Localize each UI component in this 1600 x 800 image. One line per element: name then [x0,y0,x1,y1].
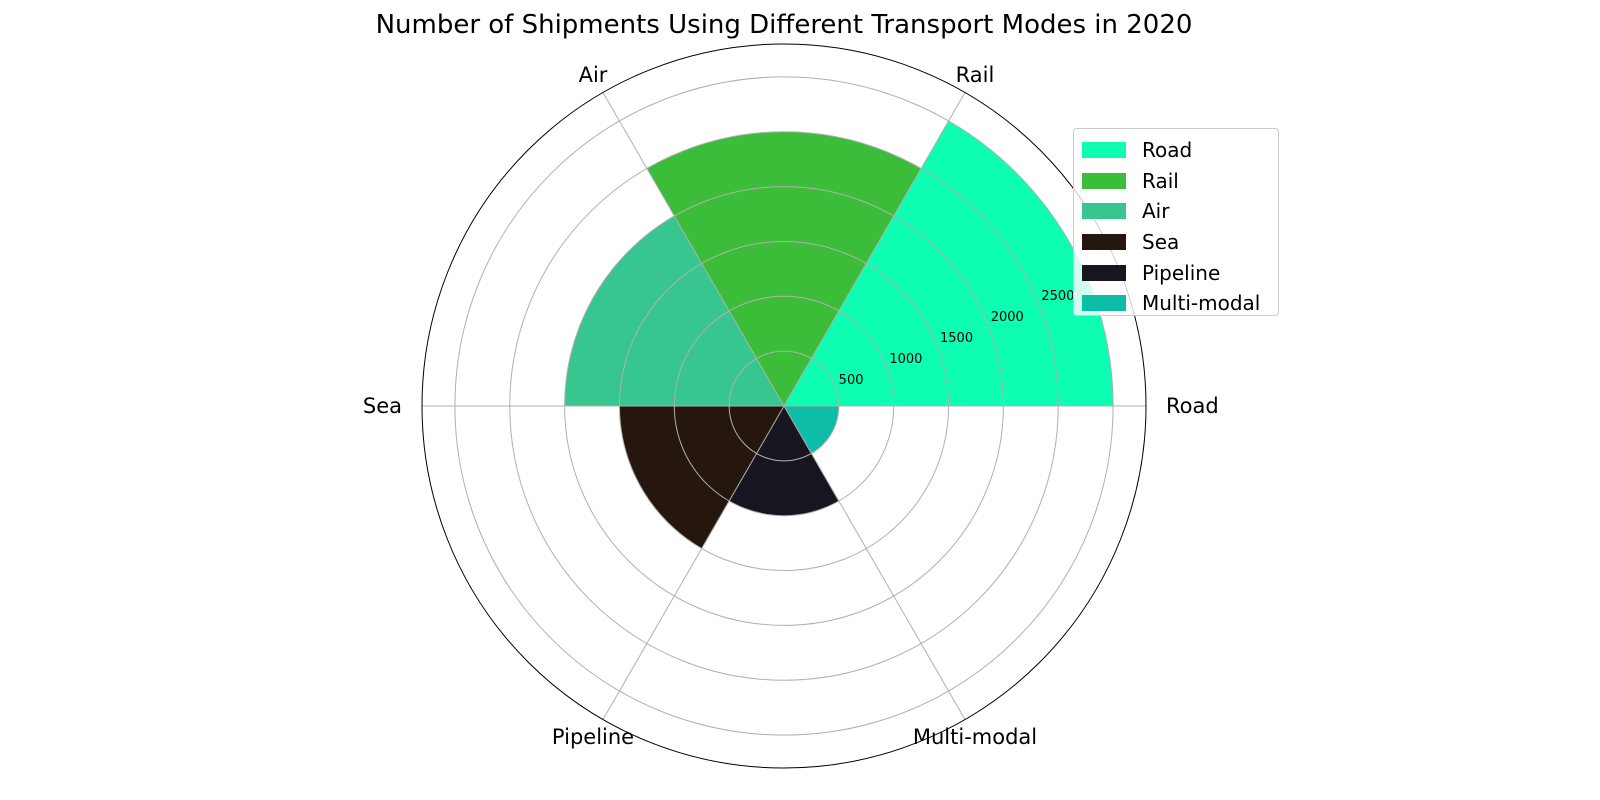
legend-item-rail: Rail [1082,166,1278,197]
radial-tick-label: 2000 [991,310,1024,325]
chart-title: Number of Shipments Using Different Tran… [375,10,1193,40]
legend-label: Sea [1142,230,1180,255]
legend-swatch [1082,295,1126,312]
bar-rail [646,131,922,407]
grid-spoke [783,92,966,407]
legend-item-sea: Sea [1082,227,1278,258]
legend-swatch [1082,172,1126,189]
bar-road [784,120,1114,407]
grid-spoke [602,405,785,720]
grid-layer [422,76,1146,736]
category-labels: Road Rail Air Sea Pipeline Multi-modal [363,63,1219,749]
legend-label: Rail [1142,168,1179,193]
grid-spoke [602,92,785,407]
legend-item-multi-modal: Multi-modal [1082,288,1278,319]
legend-item-pipeline: Pipeline [1082,257,1278,288]
legend-label: Air [1142,199,1170,224]
category-label-rail: Rail [956,63,995,87]
legend-swatch [1082,203,1126,220]
radial-tick-labels: 50010001500200025003000 [839,268,1125,388]
radial-tick-label: 2500 [1041,289,1074,304]
radial-tick-label: 1500 [940,331,973,346]
bars-layer [564,120,1114,549]
legend-item-road: Road [1082,135,1278,166]
radial-tick-label: 1000 [889,352,922,367]
legend-label: Multi-modal [1142,291,1261,316]
category-label-pipeline: Pipeline [552,725,634,749]
category-label-multi-modal: Multi-modal [913,725,1037,749]
spine-layer [421,43,1147,769]
category-label-air: Air [579,63,608,87]
legend-item-air: Air [1082,196,1278,227]
radial-tick-label: 500 [839,373,864,388]
legend-swatch [1082,234,1126,251]
grid-spoke [783,405,966,720]
legend: Road Rail Air Sea Pipeline Multi-modal [1073,128,1279,316]
legend-label: Road [1142,138,1193,163]
category-label-road: Road [1166,394,1219,418]
category-label-sea: Sea [363,394,402,418]
legend-label: Pipeline [1142,260,1221,285]
legend-swatch [1082,142,1126,159]
bar-air [564,215,784,406]
legend-swatch [1082,264,1126,281]
polar-spine [421,43,1147,769]
